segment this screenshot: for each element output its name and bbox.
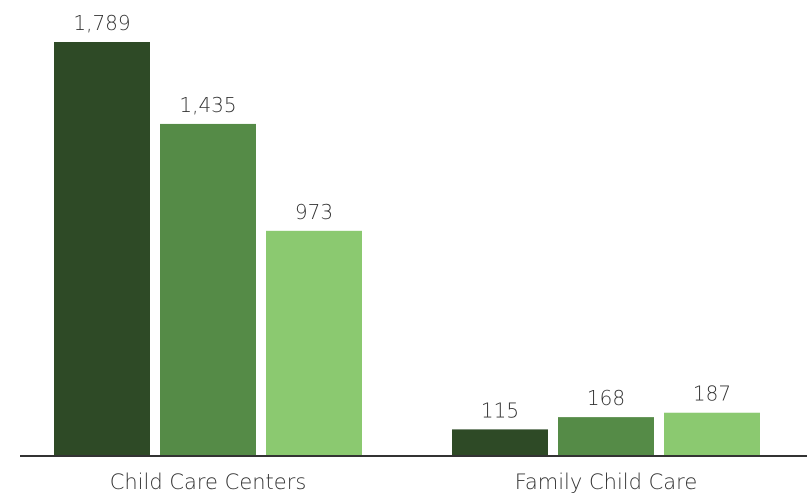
bar-1-0 — [452, 429, 548, 456]
value-labels-layer: 1,789 1,435 973 115 168 187 — [73, 11, 731, 422]
category-label-0: Child Care Centers — [110, 470, 307, 494]
bar-1-1 — [558, 417, 654, 456]
value-label-0-2: 973 — [295, 200, 333, 224]
bar-0-0 — [54, 42, 150, 456]
value-label-1-2: 187 — [693, 382, 731, 406]
bars-layer — [54, 42, 760, 456]
category-label-1: Family Child Care — [515, 470, 698, 494]
value-label-0-0: 1,789 — [73, 11, 130, 35]
bar-0-2 — [266, 230, 362, 456]
value-label-1-0: 115 — [481, 398, 519, 422]
value-label-1-1: 168 — [587, 386, 625, 410]
bar-1-2 — [664, 412, 760, 456]
bar-0-1 — [160, 123, 256, 456]
value-label-0-1: 1,435 — [179, 93, 236, 117]
category-labels-layer: Child Care Centers Family Child Care — [110, 470, 698, 494]
